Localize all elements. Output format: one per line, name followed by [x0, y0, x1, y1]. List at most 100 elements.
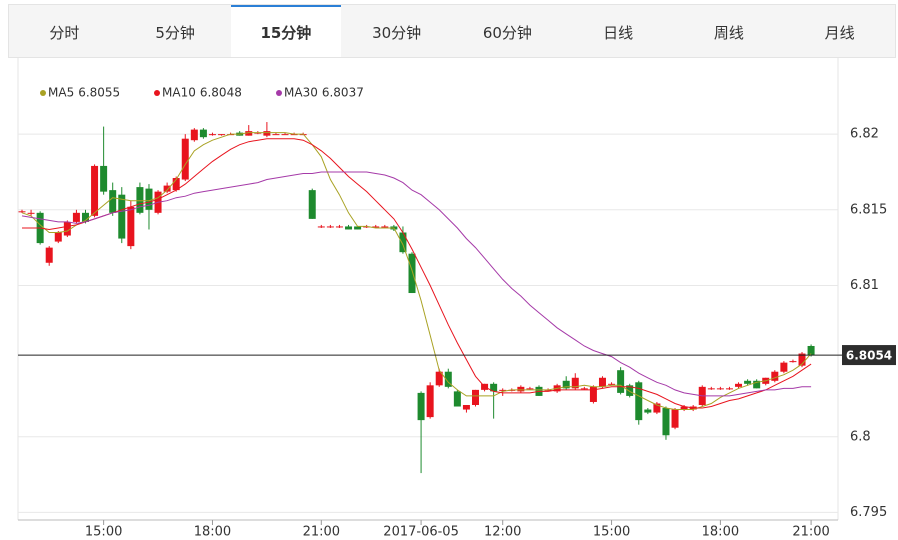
candle-body: [345, 226, 353, 230]
candle-body: [680, 406, 688, 410]
legend-value: 6.8037: [322, 86, 364, 100]
x-tick-label: 21:00: [303, 525, 340, 540]
x-tick-label: 18:00: [702, 525, 739, 540]
y-tick-label: 6.82: [850, 127, 879, 142]
tab[interactable]: 30分钟: [372, 24, 422, 42]
candle-body: [644, 409, 652, 413]
tab[interactable]: 日线: [603, 24, 634, 42]
candle-body: [780, 362, 788, 372]
candle-body: [45, 247, 53, 263]
candle-body: [54, 232, 62, 242]
candle-body: [136, 187, 144, 213]
candle-body: [580, 388, 588, 390]
candle-body: [317, 226, 325, 228]
candle-body: [462, 405, 470, 410]
candle-body: [63, 221, 71, 236]
candle-body: [381, 226, 389, 228]
candle-body: [571, 377, 579, 389]
candle-body: [517, 386, 525, 392]
candle-body: [626, 385, 634, 396]
legend-name: MA30: [284, 86, 318, 100]
candle-body: [308, 190, 316, 219]
candle-body: [372, 226, 380, 228]
legend-name: MA10: [162, 86, 196, 100]
ma-line: [22, 138, 812, 409]
candle-body: [435, 371, 443, 386]
legend-dot: [40, 90, 46, 96]
candle-body: [145, 188, 153, 210]
candle-body: [635, 382, 643, 421]
y-tick-label: 6.795: [850, 505, 887, 520]
candle-body: [109, 190, 117, 213]
candle-body: [417, 392, 425, 421]
candle-body: [245, 131, 253, 136]
candle-body: [444, 371, 452, 387]
candle-body: [608, 383, 616, 385]
x-tick-label: 18:00: [194, 525, 231, 540]
legend-dot: [276, 90, 282, 96]
candle-body: [735, 383, 743, 387]
candle-body: [281, 134, 289, 136]
candle-body: [290, 134, 298, 136]
candle-body: [354, 226, 362, 230]
last-price-box: [842, 345, 896, 366]
candle-body: [72, 212, 80, 222]
candle-body: [272, 134, 280, 136]
ma-line: [21, 132, 812, 410]
candle-body: [598, 377, 606, 387]
candle-body: [91, 165, 99, 216]
candle-body: [399, 232, 407, 253]
candle-body: [190, 129, 198, 141]
candle-body: [127, 206, 135, 247]
candle-body: [18, 211, 26, 213]
tab[interactable]: 月线: [824, 24, 855, 42]
x-tick-label: 15:00: [85, 525, 122, 540]
legend-value: 6.8048: [200, 86, 242, 100]
ma-line: [21, 171, 812, 397]
candle-body: [199, 129, 207, 138]
candle-body: [744, 380, 752, 384]
candle-body: [499, 389, 507, 391]
candle-body: [208, 134, 216, 136]
candle-body: [526, 388, 534, 390]
candle-body: [408, 253, 416, 294]
legend-dot: [154, 90, 160, 96]
candle-body: [789, 361, 797, 363]
y-tick-label: 6.8: [850, 429, 871, 444]
candle-body: [807, 345, 815, 356]
candle-body: [453, 391, 461, 407]
candle-body: [472, 389, 479, 405]
candle-body: [653, 403, 661, 413]
tab[interactable]: 周线: [713, 24, 744, 42]
candle-body: [490, 383, 498, 392]
x-tick-label: 2017-06-05: [383, 525, 459, 540]
x-tick-label: 15:00: [593, 525, 630, 540]
candle-body: [562, 380, 570, 389]
legend-value: 6.8055: [78, 86, 120, 100]
candle-body: [716, 388, 724, 390]
tab[interactable]: 15分钟: [230, 5, 342, 57]
candle-body: [617, 370, 625, 393]
y-tick-label: 6.81: [850, 278, 879, 293]
tab[interactable]: 分时: [49, 24, 80, 42]
last-price-label: 6.8054: [846, 349, 892, 363]
tab[interactable]: 60分钟: [482, 24, 532, 42]
candle-body: [118, 194, 126, 239]
candle-body: [263, 131, 271, 136]
candle-body: [798, 353, 806, 366]
x-tick-label: 12:00: [484, 525, 521, 540]
candle-body: [671, 409, 679, 428]
candle-body: [335, 226, 343, 228]
candle-body: [100, 165, 108, 192]
candle-body: [771, 371, 779, 381]
candle-body: [218, 134, 226, 136]
candle-body: [227, 134, 235, 136]
candle-body: [81, 212, 89, 222]
legend-name: MA5: [48, 86, 74, 100]
tab-bar: 分时 5分钟 15分钟 30分钟 60分钟 日线 周线 月线: [8, 4, 896, 58]
candle-body: [589, 386, 597, 402]
y-tick-label: 6.815: [850, 202, 887, 217]
tab[interactable]: 5分钟: [155, 24, 195, 42]
x-tick-label: 21:00: [792, 525, 829, 540]
